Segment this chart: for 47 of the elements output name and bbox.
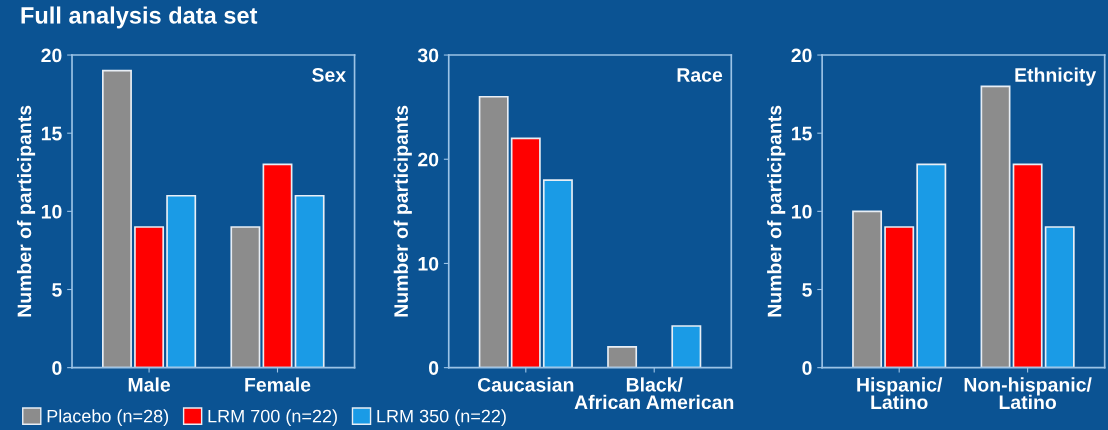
x-tick-label: Male — [128, 377, 171, 392]
bar — [230, 226, 261, 368]
y-tick-label: 30 — [417, 48, 439, 63]
bar — [542, 179, 573, 368]
bar — [102, 69, 132, 368]
bar — [1044, 226, 1075, 368]
bar — [134, 226, 165, 368]
bar — [607, 345, 638, 368]
bar — [1012, 163, 1043, 368]
legend-label: LRM 350 (n=22) — [377, 409, 506, 427]
y-tick-label: 20 — [41, 48, 62, 63]
annotation: Ethnicity — [1015, 67, 1097, 86]
y-tick-label: 15 — [792, 126, 812, 141]
bar — [166, 194, 197, 368]
annotation: Race — [677, 68, 723, 82]
bar — [510, 137, 541, 368]
legend-label: LRM 700 (n=22) — [208, 409, 337, 427]
bar — [884, 226, 915, 368]
bar — [980, 85, 1011, 368]
y-tick-label: 20 — [791, 48, 812, 63]
y-axis-title: Number of participants — [767, 105, 786, 317]
bar — [294, 194, 325, 368]
y-tick-label: 10 — [792, 204, 812, 219]
y-tick-label: 0 — [428, 361, 439, 375]
y-tick-label: 0 — [802, 361, 812, 375]
y-axis-title: Number of participants — [393, 105, 412, 317]
y-tick-label: 20 — [418, 152, 439, 167]
annotation: Sex — [312, 68, 346, 82]
y-tick-label: 10 — [418, 256, 439, 271]
legend-label: Placebo (n=28) — [47, 409, 169, 427]
y-axis-title: Number of participants — [16, 105, 36, 317]
y-tick-label: 5 — [802, 283, 812, 297]
x-tick-label: Hispanic/ Latino — [857, 377, 943, 410]
x-tick-label: Non-hispanic/ Latino — [964, 377, 1092, 410]
x-tick-label: Caucasian — [477, 377, 574, 392]
bar — [852, 210, 883, 368]
bar — [478, 95, 509, 368]
bar — [262, 163, 293, 368]
bar — [916, 163, 947, 368]
bar — [671, 325, 702, 368]
y-tick-label: 5 — [52, 283, 62, 297]
x-tick-label: Black/ African American — [574, 377, 734, 410]
x-tick-label: Female — [245, 377, 311, 392]
y-tick-label: 15 — [41, 126, 62, 141]
chart-title: Full analysis data set — [21, 6, 258, 29]
y-tick-label: 0 — [52, 361, 62, 375]
y-tick-label: 10 — [41, 204, 62, 219]
